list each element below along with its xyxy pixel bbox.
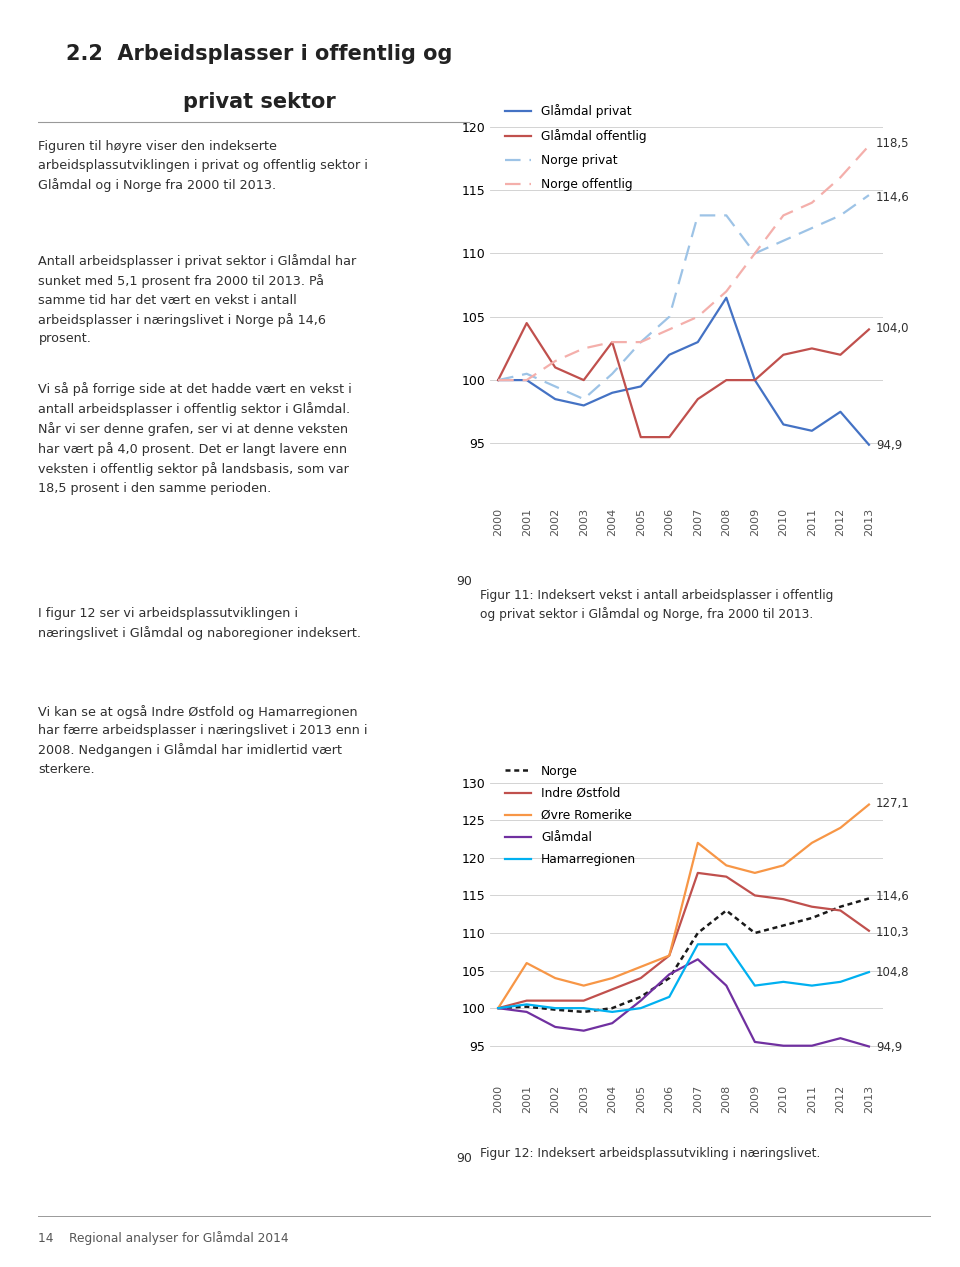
Text: 90: 90 <box>456 1152 472 1164</box>
Text: 2005: 2005 <box>636 1085 646 1112</box>
Text: Vi så på forrige side at det hadde vært en vekst i
antall arbeidsplasser i offen: Vi så på forrige side at det hadde vært … <box>38 383 352 494</box>
Text: 2005: 2005 <box>636 508 646 536</box>
Text: 2009: 2009 <box>750 1085 760 1112</box>
Text: 2002: 2002 <box>550 1085 561 1112</box>
Text: 2000: 2000 <box>493 508 503 536</box>
Text: 2010: 2010 <box>779 1085 788 1112</box>
Text: 2013: 2013 <box>864 508 874 536</box>
Text: 2006: 2006 <box>664 1085 674 1112</box>
Text: 2012: 2012 <box>835 1085 846 1112</box>
Text: Vi kan se at også Indre Østfold og Hamarregionen
har færre arbeidsplasser i næri: Vi kan se at også Indre Østfold og Hamar… <box>38 704 368 775</box>
Text: 2007: 2007 <box>693 1085 703 1112</box>
Text: 2004: 2004 <box>608 508 617 536</box>
Legend: Norge, Indre Østfold, Øvre Romerike, Glåmdal, Hamarregionen: Norge, Indre Østfold, Øvre Romerike, Glå… <box>499 760 641 872</box>
Text: 2004: 2004 <box>608 1085 617 1112</box>
Text: Figur 12: Indeksert arbeidsplassutvikling i næringslivet.: Figur 12: Indeksert arbeidsplassutviklin… <box>480 1147 821 1159</box>
Text: 2003: 2003 <box>579 508 588 536</box>
Text: 2006: 2006 <box>664 508 674 536</box>
Text: 2003: 2003 <box>579 1085 588 1112</box>
Text: 2.2  Arbeidsplasser i offentlig og: 2.2 Arbeidsplasser i offentlig og <box>66 44 452 63</box>
Text: 118,5: 118,5 <box>876 137 909 150</box>
Text: 2011: 2011 <box>807 508 817 536</box>
Text: 2012: 2012 <box>835 508 846 536</box>
Text: 2001: 2001 <box>521 508 532 536</box>
Text: 2008: 2008 <box>721 508 732 536</box>
Text: 2009: 2009 <box>750 508 760 536</box>
Text: Figuren til høyre viser den indekserte
arbeidsplassutviklingen i privat og offen: Figuren til høyre viser den indekserte a… <box>38 141 369 191</box>
Text: Antall arbeidsplasser i privat sektor i Glåmdal har
sunket med 5,1 prosent fra 2: Antall arbeidsplasser i privat sektor i … <box>38 255 357 346</box>
Text: 2001: 2001 <box>521 1085 532 1112</box>
Text: 90: 90 <box>456 575 472 588</box>
Text: I figur 12 ser vi arbeidsplassutviklingen i
næringslivet i Glåmdal og naboregion: I figur 12 ser vi arbeidsplassutviklinge… <box>38 607 361 640</box>
Text: 94,9: 94,9 <box>876 1041 902 1054</box>
Text: 2000: 2000 <box>493 1085 503 1112</box>
Text: 2010: 2010 <box>779 508 788 536</box>
Text: 2011: 2011 <box>807 1085 817 1112</box>
Text: privat sektor: privat sektor <box>182 92 336 113</box>
Text: 127,1: 127,1 <box>876 797 910 810</box>
Text: 110,3: 110,3 <box>876 926 909 939</box>
Text: 14    Regional analyser for Glåmdal 2014: 14 Regional analyser for Glåmdal 2014 <box>38 1232 289 1245</box>
Text: 114,6: 114,6 <box>876 891 910 903</box>
Text: 2013: 2013 <box>864 1085 874 1112</box>
Legend: Glåmdal privat, Glåmdal offentlig, Norge privat, Norge offentlig: Glåmdal privat, Glåmdal offentlig, Norge… <box>499 99 652 196</box>
Text: 2007: 2007 <box>693 508 703 536</box>
Text: 104,8: 104,8 <box>876 965 909 978</box>
Text: 2008: 2008 <box>721 1085 732 1112</box>
Text: 94,9: 94,9 <box>876 440 902 452</box>
Text: 2002: 2002 <box>550 508 561 536</box>
Text: Figur 11: Indeksert vekst i antall arbeidsplasser i offentlig
og privat sektor i: Figur 11: Indeksert vekst i antall arbei… <box>480 589 833 621</box>
Text: 104,0: 104,0 <box>876 322 909 334</box>
Text: 114,6: 114,6 <box>876 191 910 204</box>
